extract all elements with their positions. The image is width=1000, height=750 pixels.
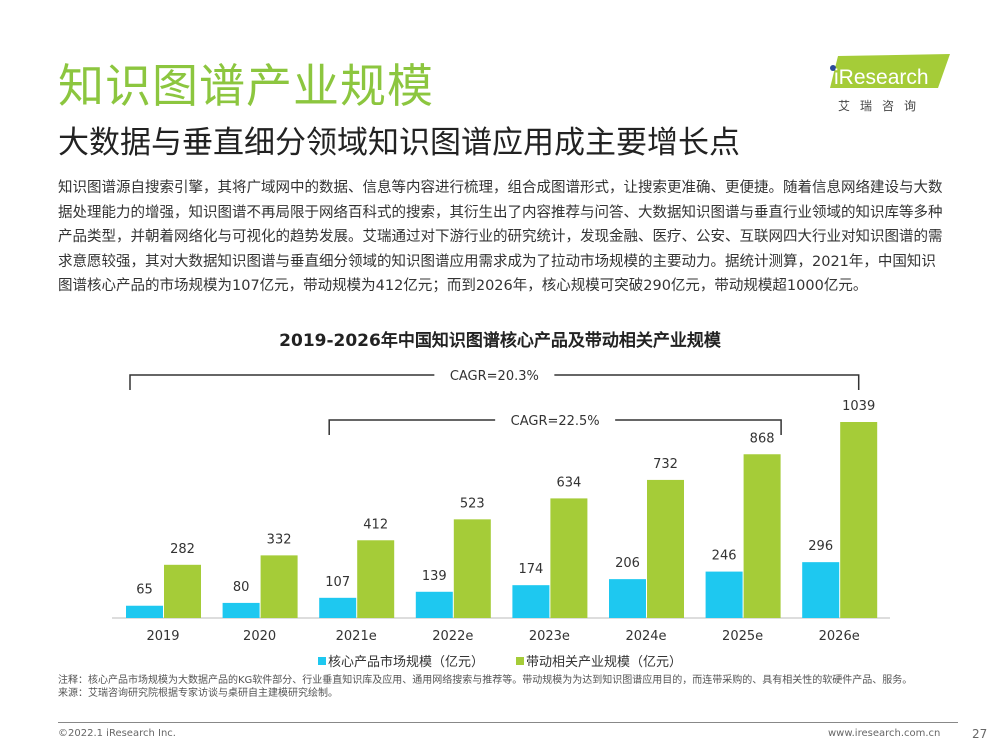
bar-related	[647, 479, 684, 618]
data-label: 332	[267, 532, 292, 547]
bar-core	[319, 597, 357, 618]
data-label: 282	[170, 542, 195, 557]
page-title: 知识图谱产业规模	[58, 59, 434, 113]
x-tick-label: 2020	[243, 629, 276, 644]
data-label: 868	[750, 431, 775, 446]
data-label: 412	[363, 517, 388, 532]
data-label: 206	[615, 556, 640, 571]
bar-core	[512, 585, 550, 618]
bar-core	[222, 602, 260, 618]
note-text: 注释：核心产品市场规模为大数据产品的KG软件部分、行业垂直知识库及应用、通用网络…	[58, 675, 913, 686]
iresearch-logo: iResearch 艾瑞咨询	[820, 52, 960, 116]
bar-core	[415, 591, 453, 618]
x-tick-label: 2022e	[432, 629, 473, 644]
chart-title: 2019-2026年中国知识图谱核心产品及带动相关产业规模	[279, 331, 721, 351]
bar-related	[357, 540, 395, 618]
data-label: 107	[325, 575, 350, 590]
body-paragraph: 知识图谱源自搜索引擎，其将广域网中的数据、信息等内容进行梳理，组合成图谱形式，让…	[58, 180, 943, 294]
x-tick-label: 2025e	[722, 629, 763, 644]
notes: 注释：核心产品市场规模为大数据产品的KG软件部分、行业垂直知识库及应用、通用网络…	[58, 674, 958, 700]
bar-related	[164, 564, 201, 618]
data-label: 634	[556, 475, 581, 490]
cagr-bracket	[129, 374, 860, 390]
bar-related	[840, 422, 878, 618]
svg-text:艾瑞咨询: 艾瑞咨询	[838, 98, 926, 113]
data-label: 80	[233, 580, 250, 595]
page-subtitle: 大数据与垂直细分领域知识图谱应用成主要增长点	[58, 125, 740, 161]
data-label: 296	[808, 539, 833, 554]
x-tick-label: 2026e	[819, 629, 860, 644]
data-label: 1039	[842, 399, 875, 414]
data-label: 139	[422, 569, 447, 584]
page-number: 27	[972, 727, 988, 741]
legend-swatch	[318, 657, 326, 665]
data-label: 65	[136, 583, 153, 598]
website-link[interactable]: www.iresearch.com.cn	[828, 728, 941, 739]
source-text: 来源：艾瑞咨询研究院根据专家访谈与桌研自主建模研究绘制。	[58, 688, 338, 699]
bar-related	[260, 555, 298, 618]
bar-core	[705, 571, 743, 618]
bar-related	[743, 454, 781, 618]
footer-divider	[58, 722, 958, 723]
cagr-label: CAGR=22.5%	[511, 414, 600, 429]
bar-related	[453, 519, 491, 618]
bar-core	[126, 605, 163, 618]
data-label: 523	[460, 496, 485, 511]
legend-label: 核心产品市场规模（亿元）	[328, 654, 484, 670]
legend-swatch	[516, 657, 524, 665]
data-label: 732	[653, 457, 678, 472]
bar-core	[802, 562, 840, 618]
legend-label: 带动相关产业规模（亿元）	[526, 655, 682, 670]
x-tick-label: 2019	[146, 629, 179, 644]
data-label: 174	[518, 562, 543, 577]
data-label: 246	[712, 549, 737, 564]
x-tick-label: 2024e	[625, 629, 666, 644]
bar-core	[609, 579, 646, 618]
x-tick-label: 2023e	[529, 629, 570, 644]
copyright: ©2022.1 iResearch Inc.	[58, 728, 176, 739]
svg-text:iResearch: iResearch	[834, 66, 929, 89]
x-tick-label: 2021e	[336, 629, 377, 644]
bar-related	[550, 498, 588, 618]
cagr-bracket	[328, 419, 782, 435]
cagr-label: CAGR=20.3%	[450, 369, 539, 384]
